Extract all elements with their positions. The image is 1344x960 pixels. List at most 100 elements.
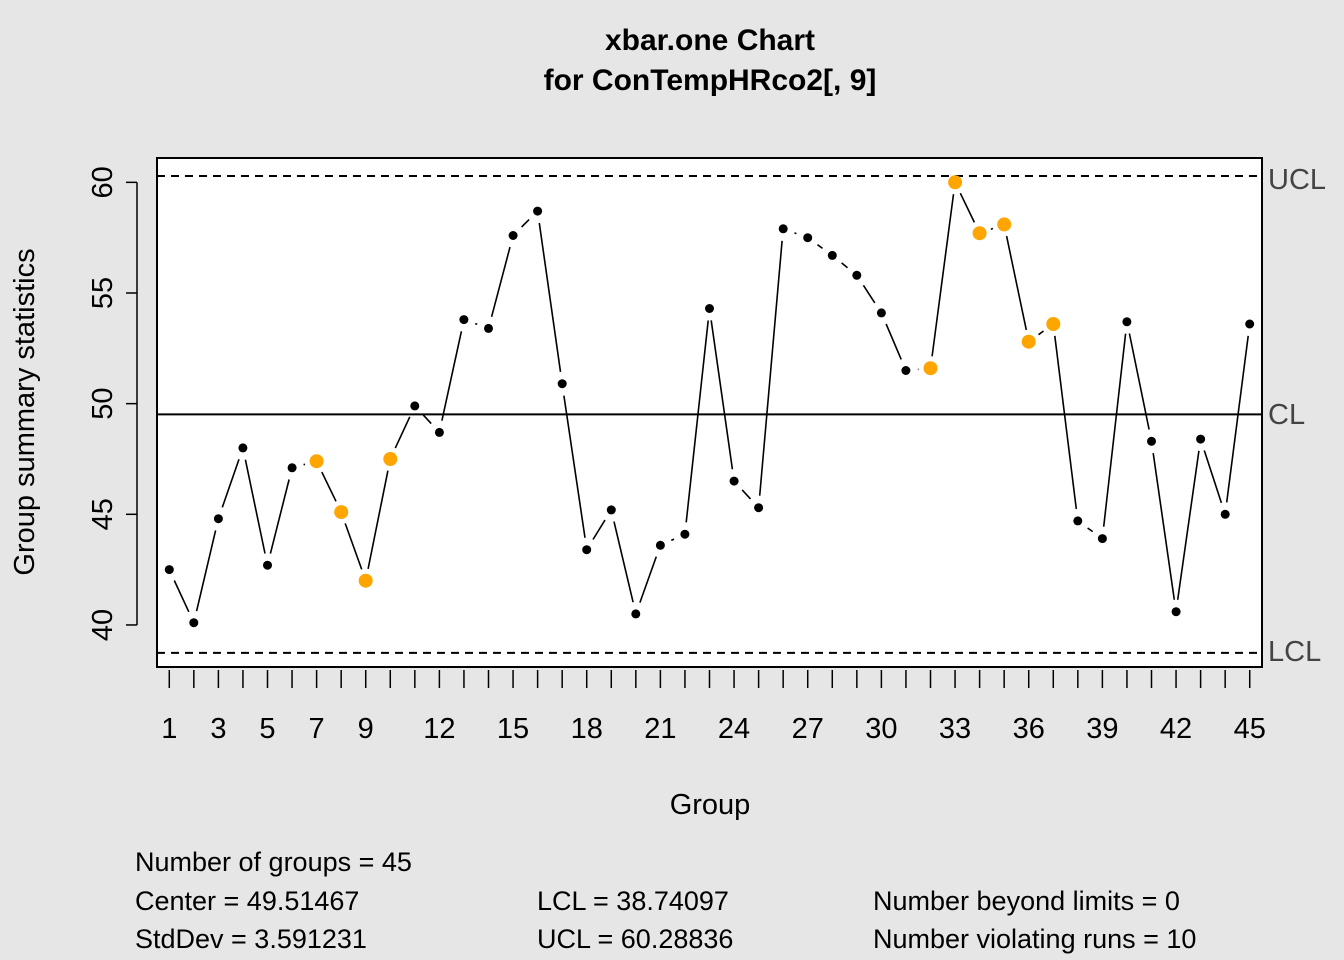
stat-beyond-limits: Number beyond limits = 0	[873, 886, 1180, 916]
series-segment	[221, 458, 240, 508]
stat-lcl: LCL = 38.74097	[537, 886, 729, 916]
data-point	[754, 503, 764, 513]
data-point	[680, 529, 690, 539]
violation-point	[948, 175, 963, 190]
plot-panel	[156, 157, 1263, 668]
stat-groups: Number of groups = 45	[135, 847, 412, 877]
data-point	[876, 308, 886, 318]
series-segment	[862, 284, 876, 304]
series-segment	[592, 519, 606, 540]
y-tick-label: 45	[87, 498, 119, 530]
data-point	[729, 476, 739, 486]
x-tick-label: 39	[1086, 713, 1118, 745]
data-point	[1245, 319, 1255, 329]
x-tick-label: 27	[792, 713, 824, 745]
data-point	[533, 206, 543, 216]
series-segment	[1102, 333, 1127, 527]
series-segment	[244, 459, 266, 554]
y-axis-label: Group summary statistics	[9, 248, 41, 575]
ucl-label: UCL	[1268, 164, 1326, 196]
stat-ucl: UCL = 60.28836	[537, 924, 734, 954]
stat-stddev: StdDev = 3.591231	[135, 924, 367, 954]
data-point	[606, 505, 616, 515]
data-point	[1147, 436, 1156, 446]
x-tick-label: 5	[259, 713, 275, 745]
x-tick-label: 9	[358, 713, 374, 745]
cl-label: CL	[1268, 399, 1305, 431]
series-segment	[639, 556, 658, 603]
data-point	[484, 323, 493, 333]
series-segment	[490, 246, 511, 318]
series-segment	[990, 227, 994, 230]
series-segment	[670, 538, 675, 542]
series-segment	[394, 416, 411, 449]
data-point	[287, 463, 297, 473]
data-point	[263, 560, 272, 570]
x-tick-label: 24	[718, 713, 750, 745]
series-segment	[344, 523, 363, 570]
series-segment	[741, 489, 752, 500]
data-point	[434, 427, 444, 437]
data-point	[213, 514, 223, 524]
series-segment	[841, 262, 849, 269]
data-point	[852, 270, 862, 280]
series-segment	[474, 322, 478, 326]
data-point	[705, 304, 714, 313]
series-segment	[538, 222, 562, 373]
data-point	[410, 401, 420, 411]
x-tick-label: 3	[210, 713, 226, 745]
data-point	[1220, 509, 1230, 519]
series-segment	[1176, 450, 1200, 600]
data-point	[803, 233, 813, 243]
y-tick-label: 55	[87, 277, 119, 309]
series-segment	[1005, 235, 1028, 331]
data-point	[459, 315, 469, 325]
series-segment	[1152, 452, 1176, 600]
data-point	[164, 565, 174, 575]
series-segment	[758, 240, 783, 496]
series-segment	[195, 530, 217, 612]
violation-point	[309, 454, 324, 469]
x-tick-label: 15	[497, 713, 529, 745]
x-tick-label: 1	[161, 713, 177, 745]
violation-point	[1046, 317, 1061, 331]
series-segment	[521, 219, 530, 228]
series-segment	[959, 192, 976, 223]
violation-point	[383, 452, 398, 466]
violation-point	[1021, 334, 1036, 349]
chart-title: xbar.one Chart	[605, 24, 815, 57]
series-segment	[885, 323, 902, 360]
x-tick-label: 21	[644, 713, 676, 745]
data-point	[655, 540, 665, 550]
series-segment	[710, 320, 734, 470]
data-point	[827, 250, 837, 260]
x-axis-label: Group	[670, 789, 751, 821]
x-tick-label: 7	[309, 713, 325, 745]
series-segment	[321, 471, 337, 502]
violation-point	[334, 505, 349, 520]
series-segment	[1054, 335, 1078, 510]
data-point	[1196, 434, 1206, 444]
xbar-chart: xbar.one Chart for ConTempHRco2[, 9] 40 4…	[9, 24, 1326, 821]
y-tick-label: 40	[87, 609, 119, 641]
series-segment	[1038, 330, 1044, 336]
violation-point	[923, 361, 938, 376]
violation-point	[972, 226, 987, 241]
series-segment	[269, 479, 290, 554]
x-tick-label: 33	[939, 713, 971, 745]
series-segment	[817, 244, 823, 250]
data-point	[508, 231, 518, 240]
data-point	[1097, 534, 1107, 544]
data-point	[189, 618, 199, 628]
x-tick-label: 18	[571, 713, 603, 745]
data-point	[631, 609, 641, 619]
series-segment	[422, 414, 432, 425]
x-tick-label: 30	[865, 713, 897, 745]
data-point	[1073, 516, 1083, 526]
violation-point	[358, 573, 373, 588]
series-segment	[1128, 333, 1150, 430]
y-tick-label: 50	[87, 388, 119, 420]
series-segment	[794, 232, 797, 235]
series-segment	[1087, 527, 1094, 533]
violation-point	[997, 217, 1012, 232]
